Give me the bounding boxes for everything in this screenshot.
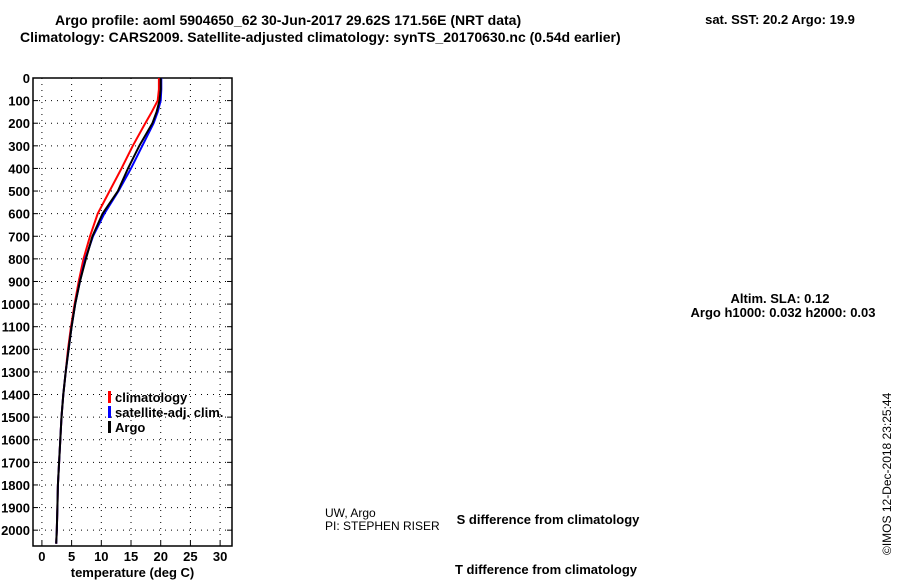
depth-tick-label: 900 <box>8 274 30 289</box>
series-line-argo <box>55 78 162 544</box>
depth-tick-label: 700 <box>8 229 30 244</box>
x-tick-label: 0 <box>38 549 45 564</box>
figure-title: Argo profile: aoml 5904650_62 30-Jun-201… <box>55 12 522 28</box>
series-line-climatology <box>55 78 160 544</box>
depth-tick-label: 1400 <box>1 388 30 403</box>
depth-tick-label: 1600 <box>1 433 30 448</box>
depth-tick-label: 100 <box>8 94 30 109</box>
plot-frame <box>32 77 233 547</box>
depth-tick-label: 400 <box>8 161 30 176</box>
s-difference-axis-label: S difference from climatology <box>456 512 640 527</box>
x-tick-label: 20 <box>153 549 167 564</box>
t-difference-axis-label: T difference from climatology <box>454 562 638 577</box>
legend-swatch <box>108 421 111 433</box>
depth-tick-label: 800 <box>8 252 30 267</box>
depth-tick-label: 1000 <box>1 297 30 312</box>
depth-tick-label: 1800 <box>1 478 30 493</box>
series-line-satellite-adj-clim- <box>55 78 163 544</box>
depth-tick-label: 300 <box>8 139 30 154</box>
depth-tick-label: 600 <box>8 207 30 222</box>
depth-tick-label: 0 <box>23 71 30 86</box>
sla-map-subtitle: Argo h1000: 0.032 h2000: 0.03 <box>690 305 876 320</box>
x-axis-label: temperature (deg C) <box>71 565 195 580</box>
x-tick-label: 15 <box>124 549 138 564</box>
depth-tick-label: 200 <box>8 116 30 131</box>
sla-map-title: Altim. SLA: 0.12 <box>730 291 830 306</box>
legend-label: climatology <box>115 390 188 405</box>
copyright-label: ©IMOS 12-Dec-2018 23:25:44 <box>880 392 894 555</box>
depth-tick-label: 500 <box>8 184 30 199</box>
legend-label: satellite-adj. clim. <box>115 405 223 420</box>
pi-label: PI: STEPHEN RISER <box>325 519 440 533</box>
sst-map-title: sat. SST: 20.2 Argo: 19.9 <box>705 12 855 27</box>
depth-tick-label: 1500 <box>1 410 30 425</box>
x-tick-label: 10 <box>94 549 108 564</box>
depth-tick-label: 1200 <box>1 342 30 357</box>
legend-swatch <box>108 391 111 403</box>
x-tick-label: 30 <box>213 549 227 564</box>
legend-swatch <box>108 406 111 418</box>
depth-tick-label: 1300 <box>1 365 30 380</box>
figure-subtitle: Climatology: CARS2009. Satellite-adjuste… <box>20 29 621 45</box>
credit-label: UW, Argo <box>325 506 376 520</box>
depth-tick-label: 1700 <box>1 455 30 470</box>
depth-tick-label: 1900 <box>1 501 30 516</box>
profile-panel-0: 0100200300400500600700800900100011001200… <box>1 71 233 580</box>
depth-tick-label: 1100 <box>2 320 30 335</box>
legend-label: Argo <box>115 420 145 435</box>
depth-tick-label: 2000 <box>1 523 30 538</box>
x-tick-label: 5 <box>68 549 75 564</box>
x-tick-label: 25 <box>183 549 197 564</box>
